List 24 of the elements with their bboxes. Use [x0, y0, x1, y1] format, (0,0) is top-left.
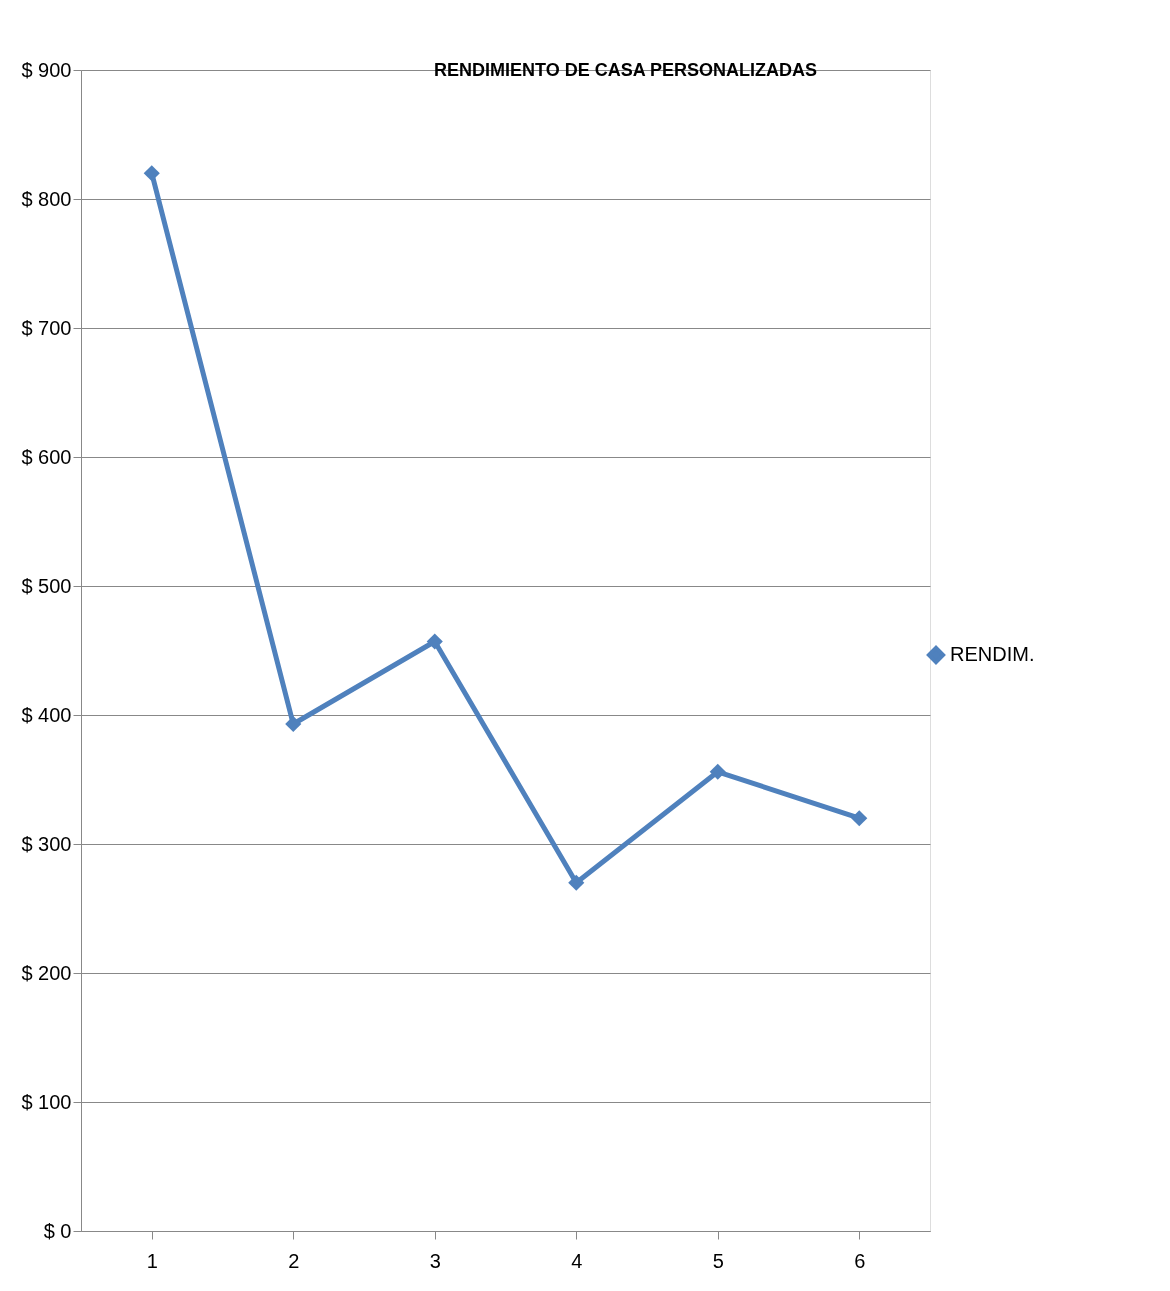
x-tick-label: 6: [854, 1249, 866, 1272]
y-tick-label: $ 600: [21, 445, 72, 468]
x-tick-label: 3: [429, 1249, 441, 1272]
point: [285, 715, 302, 733]
point: [426, 633, 443, 650]
y-tick-label: $ 300: [21, 832, 72, 855]
legend-label: RENDIM.: [950, 643, 1035, 665]
x-tick-label: 4: [571, 1249, 583, 1272]
y-tick-label: $ 500: [21, 574, 72, 597]
point: [709, 763, 726, 780]
y-tick-label: $ 700: [21, 316, 72, 339]
y-tick-label: $ 200: [21, 961, 72, 984]
x-tick-label: 5: [712, 1249, 724, 1272]
y-tick-label: $ 800: [21, 187, 72, 210]
y-tick-label: $ 0: [43, 1219, 72, 1242]
point: [851, 810, 868, 827]
y-tick-label: $ 900: [21, 58, 72, 81]
y-tick-label: $ 400: [21, 703, 72, 726]
x-tick-label: 1: [146, 1249, 158, 1272]
x-tick-label: 2: [288, 1249, 300, 1272]
point: [143, 165, 160, 182]
point: [568, 874, 585, 891]
chart-title: RENDIMIENTO DE CASA PERSONALIZADAS: [433, 60, 818, 80]
y-tick-label: $ 100: [21, 1090, 72, 1113]
